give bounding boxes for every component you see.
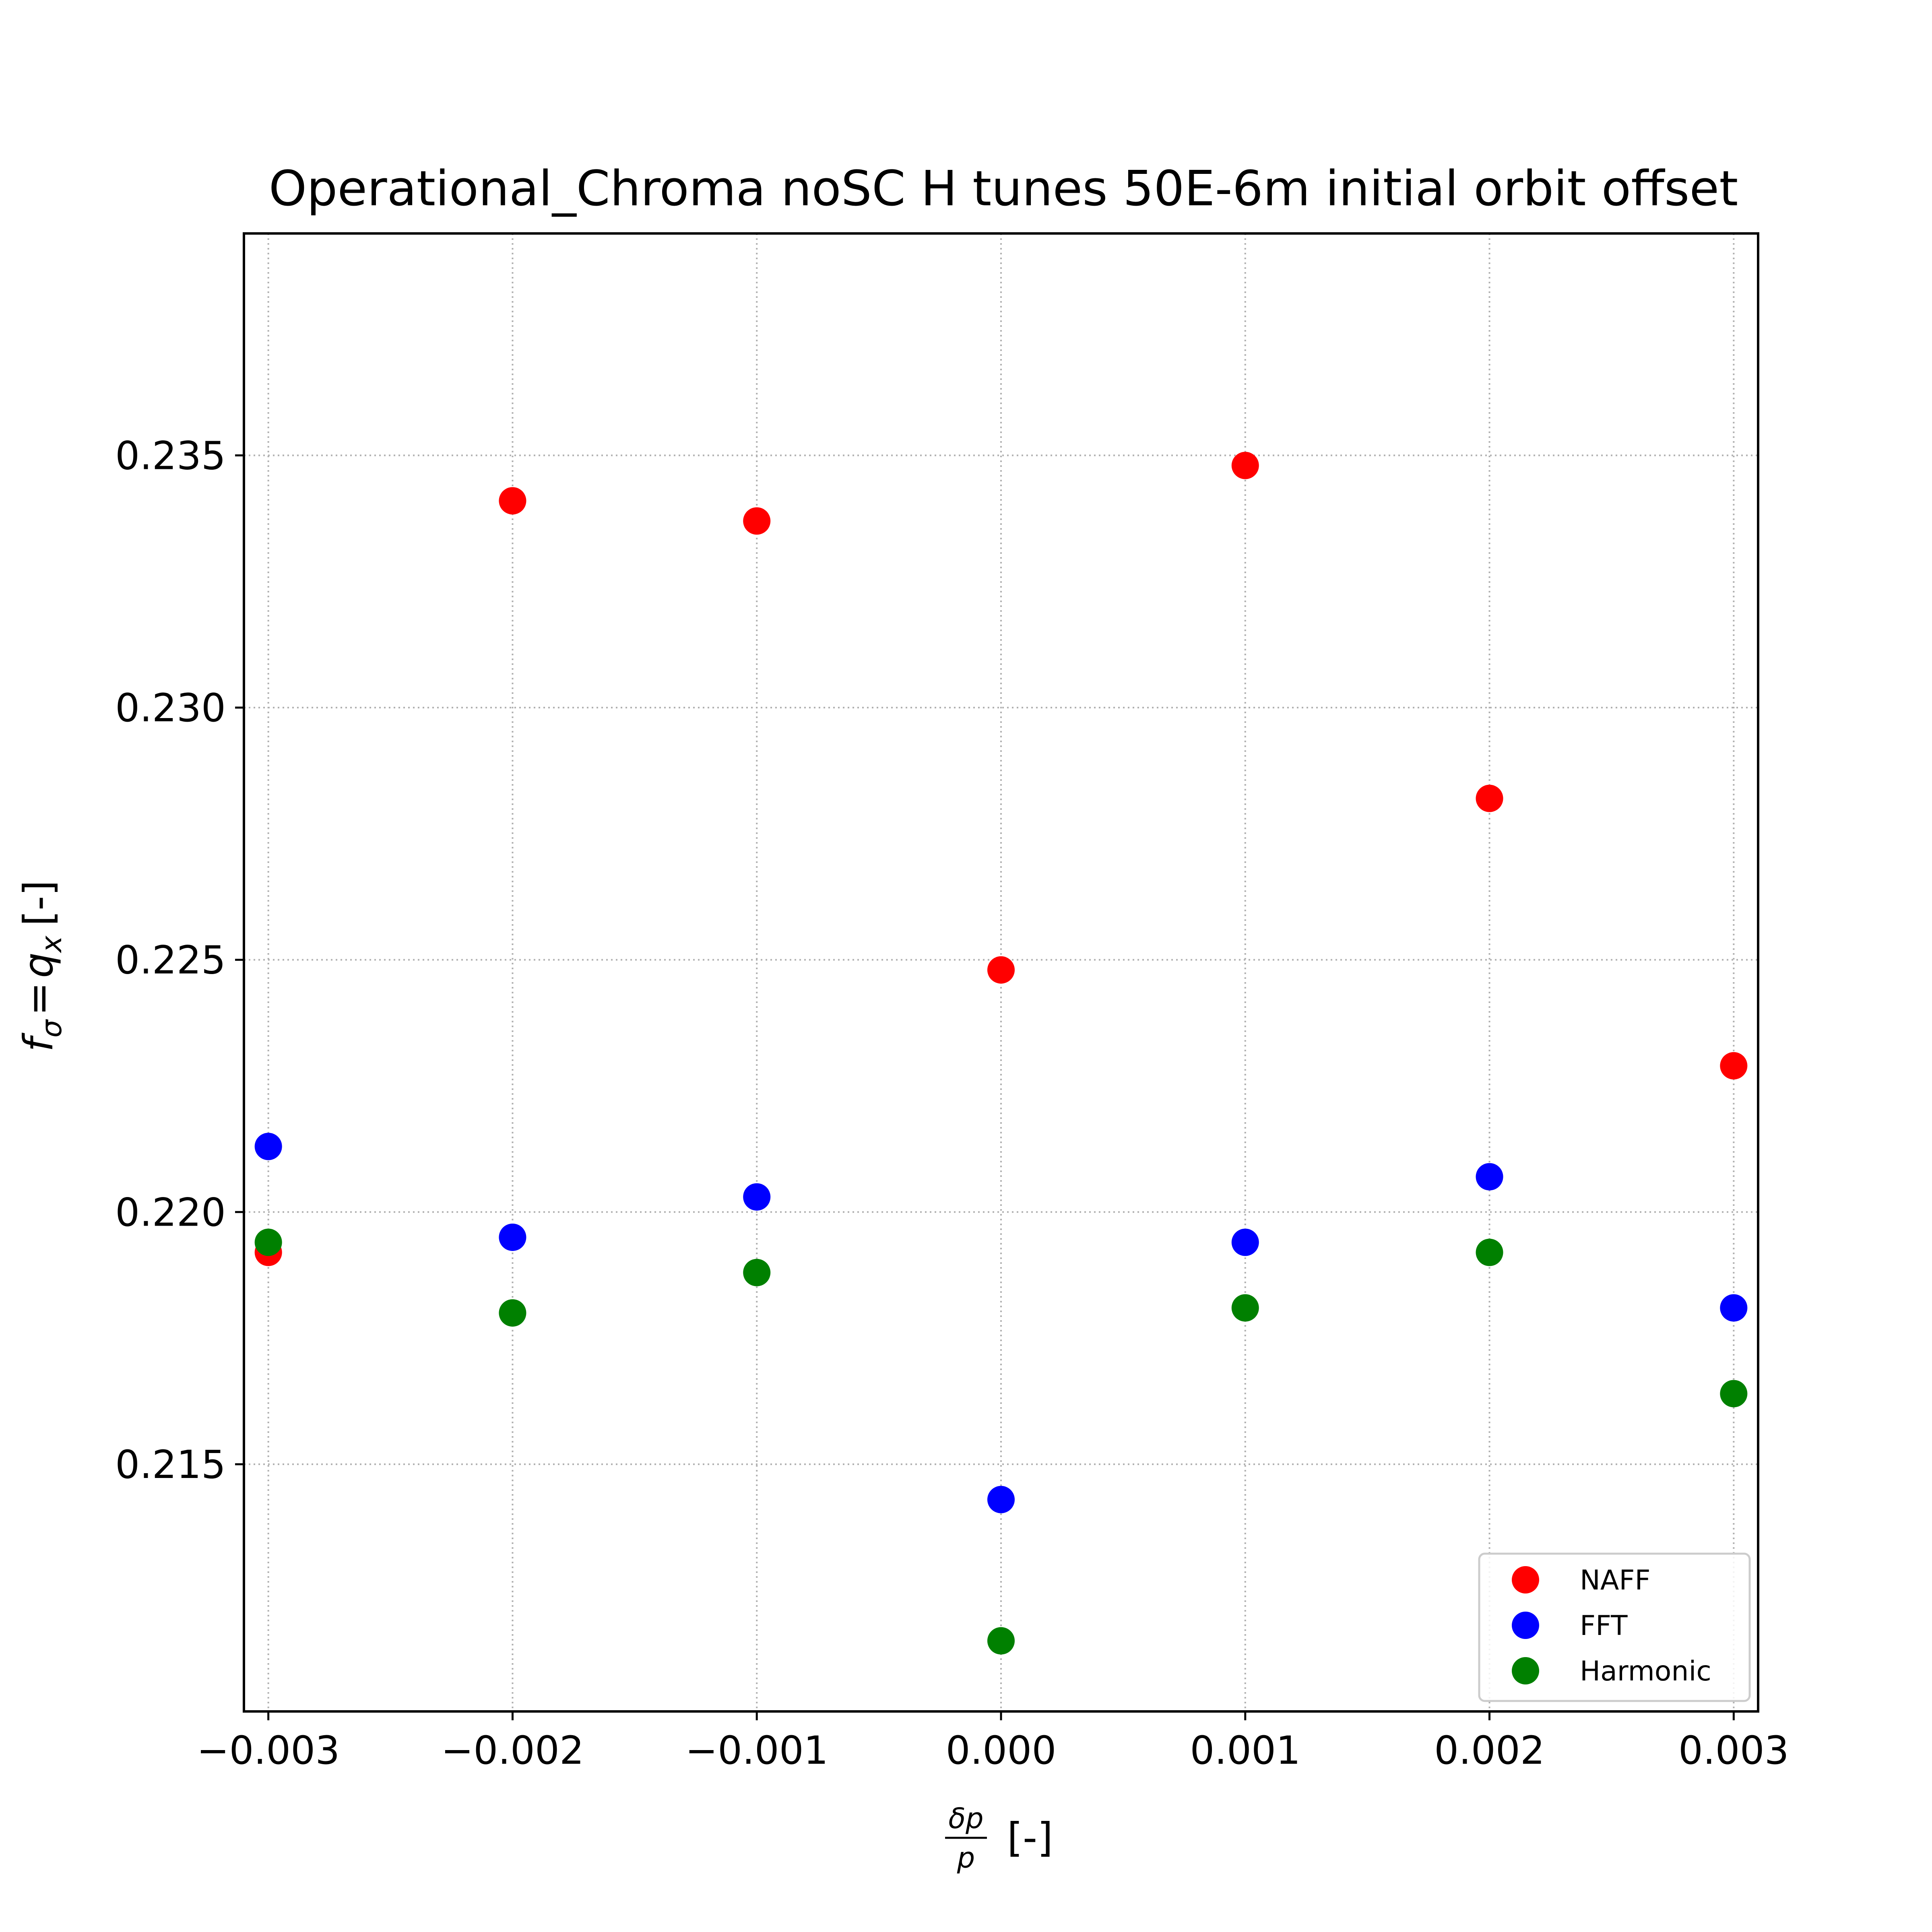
harmonic-point bbox=[987, 1627, 1015, 1655]
naff-point bbox=[1720, 1052, 1748, 1080]
svg-text:fσ=qx[-]: fσ=qx[-] bbox=[15, 880, 68, 1052]
y-label-sub-x: x bbox=[35, 935, 68, 953]
legend-frame bbox=[1478, 1552, 1751, 1702]
y-tick-label: 0.220 bbox=[115, 1190, 226, 1235]
y-label-equals: = bbox=[15, 982, 62, 1016]
x-axis-label: δp p [-] bbox=[945, 1802, 1053, 1874]
legend-label-fft: FFT bbox=[1580, 1610, 1628, 1642]
naff-point bbox=[743, 507, 771, 535]
grid-layer bbox=[244, 233, 1758, 1711]
fft-point bbox=[743, 1183, 771, 1211]
legend-label-harmonic: Harmonic bbox=[1580, 1655, 1711, 1687]
y-label-q: q bbox=[15, 952, 62, 978]
points-layer bbox=[254, 452, 1748, 1655]
fft-point bbox=[499, 1223, 526, 1251]
x-tick-label: −0.003 bbox=[197, 1728, 340, 1773]
fft-point bbox=[987, 1486, 1015, 1513]
x-tick-label: 0.000 bbox=[946, 1728, 1057, 1773]
harmonic-point bbox=[1231, 1294, 1259, 1322]
y-tick-label: 0.215 bbox=[115, 1442, 226, 1487]
x-label-denominator: p bbox=[957, 1841, 975, 1874]
legend: NAFF FFT Harmonic bbox=[1478, 1552, 1751, 1702]
x-label-suffix: [-] bbox=[1007, 1814, 1053, 1861]
y-tick-label: 0.225 bbox=[115, 938, 226, 983]
x-tick-label: 0.001 bbox=[1190, 1728, 1300, 1773]
harmonic-point bbox=[1720, 1380, 1748, 1408]
y-axis-label: fσ=qx[-] bbox=[15, 880, 68, 1052]
x-tick-label: 0.002 bbox=[1434, 1728, 1545, 1773]
fft-point bbox=[1476, 1163, 1503, 1191]
naff-point bbox=[1476, 784, 1503, 812]
legend-label-naff: NAFF bbox=[1580, 1565, 1651, 1596]
naff-point bbox=[1231, 452, 1259, 479]
x-tick-label: −0.002 bbox=[441, 1728, 584, 1773]
y-tick-label: 0.235 bbox=[115, 433, 226, 478]
x-tick-label: −0.001 bbox=[685, 1728, 828, 1773]
legend-marker-harmonic bbox=[1512, 1657, 1539, 1684]
harmonic-point bbox=[743, 1259, 771, 1286]
y-label-sub-sigma: σ bbox=[35, 1019, 68, 1038]
harmonic-point bbox=[499, 1299, 526, 1327]
legend-marker-fft bbox=[1512, 1612, 1539, 1639]
naff-point bbox=[499, 487, 526, 515]
chart-title: Operational_Chroma noSC H tunes 50E-6m i… bbox=[269, 161, 1738, 217]
x-tick-label: 0.003 bbox=[1678, 1728, 1789, 1773]
harmonic-point bbox=[254, 1228, 282, 1256]
harmonic-point bbox=[1476, 1238, 1503, 1266]
y-label-suffix: [-] bbox=[15, 880, 62, 926]
tick-layer: −0.003 −0.002 −0.001 0.000 0.001 0.002 0.003 0.… bbox=[115, 433, 1789, 1773]
fft-point bbox=[1231, 1228, 1259, 1256]
legend-marker-naff bbox=[1512, 1566, 1539, 1593]
y-tick-label: 0.230 bbox=[115, 685, 226, 731]
naff-point bbox=[987, 956, 1015, 984]
fft-point bbox=[1720, 1294, 1748, 1322]
x-label-numerator: δp bbox=[948, 1802, 983, 1835]
fft-point bbox=[254, 1133, 282, 1160]
